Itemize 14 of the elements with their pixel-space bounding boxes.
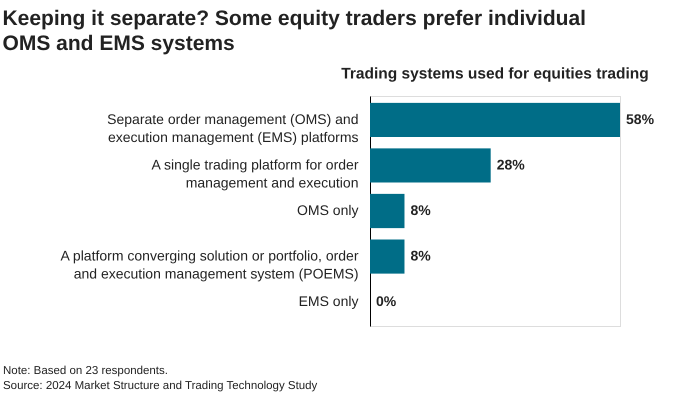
chart-subtitle: Trading systems used for equities trading: [341, 66, 649, 82]
data-label: 28%: [496, 156, 526, 172]
data-label: 58%: [626, 110, 655, 127]
y-tick-label: OMS only: [297, 202, 358, 218]
y-tick-label: EMS only: [298, 293, 358, 310]
data-label: 8%: [410, 248, 432, 264]
data-label: 8%: [410, 202, 432, 218]
text: Note: Based on 23 respondents.: [3, 365, 168, 377]
source-note: Source: 2024 Market Structure and Trading Technology Study: [3, 380, 318, 392]
data-label: 0%: [376, 293, 397, 310]
y-tick-label: Separate order management (OMS) and execution management (EMS) platforms: [107, 110, 358, 145]
y-tick-label: A single trading platform for order management and execution: [152, 156, 359, 190]
y-tick-label: A platform converging solution or portfolio, order and execution management system (POEMS): [60, 248, 359, 282]
chart-title: Keeping it separate? Some equity traders prefer individual OMS and EMS systems: [2, 7, 586, 55]
